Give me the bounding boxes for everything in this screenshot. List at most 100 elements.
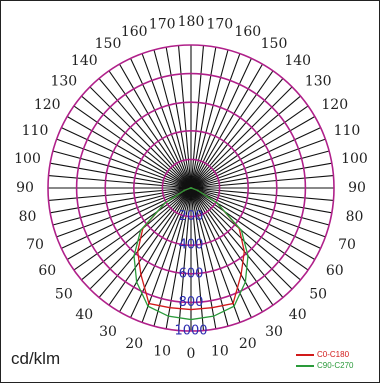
series-point-c90-c270: [190, 318, 192, 321]
polar-spoke: [190, 78, 284, 189]
polar-spoke: [190, 187, 309, 271]
polar-spoke: [190, 187, 217, 329]
series-point-c90-c270: [139, 229, 142, 232]
radial-tick-label: 200: [179, 209, 204, 224]
legend-label-c90-c270: C90-C270: [317, 361, 354, 370]
series-point-c90-c270: [135, 281, 138, 284]
polar-spoke: [66, 116, 192, 189]
series-point-c0-c180: [140, 273, 142, 276]
radial-tick-label: 400: [179, 238, 204, 253]
polar-spoke: [190, 187, 332, 214]
angle-label: 130: [305, 73, 332, 89]
polar-spoke: [177, 45, 192, 189]
series-point-c90-c270: [133, 255, 135, 257]
polar-spoke: [153, 49, 192, 189]
polar-spoke: [98, 187, 192, 298]
polar-spoke: [190, 187, 241, 323]
angle-label: 20: [125, 336, 143, 352]
polar-spoke: [119, 63, 192, 189]
polar-spoke: [190, 138, 326, 189]
angle-label: 90: [348, 180, 366, 196]
grid-circle: [104, 101, 278, 275]
polar-spoke: [61, 187, 192, 249]
polar-spoke: [141, 187, 192, 323]
series-point-c90-c270: [244, 281, 247, 284]
legend: C0-C180 C90-C270: [296, 349, 376, 371]
polar-spoke: [48, 174, 192, 189]
angle-label: 170: [149, 17, 176, 33]
angle-label: 110: [334, 123, 361, 139]
polar-spoke: [190, 47, 217, 189]
polar-spoke: [190, 187, 229, 327]
angle-label: 70: [338, 237, 356, 253]
grid-circle: [47, 44, 335, 332]
angle-label: 150: [261, 36, 288, 52]
angle-label: 160: [121, 24, 148, 40]
polar-spoke: [177, 187, 192, 331]
polar-spoke: [190, 187, 284, 298]
legend-swatch-c0-c180: [296, 354, 314, 356]
series-point-c0-c180: [190, 308, 192, 311]
angle-label: 50: [309, 287, 327, 303]
angle-label: 110: [22, 123, 49, 139]
polar-spoke: [89, 86, 192, 189]
angle-label: 50: [55, 287, 73, 303]
polar-spoke: [130, 187, 192, 318]
angle-label: 40: [75, 307, 93, 323]
polar-spoke: [190, 53, 241, 189]
polar-spoke: [190, 127, 321, 189]
angle-label: 130: [50, 73, 77, 89]
series-point-c90-c270: [212, 315, 215, 318]
polar-spoke: [130, 58, 192, 189]
series-point-c90-c270: [233, 305, 235, 308]
polar-spoke: [119, 187, 192, 313]
polar-spoke: [108, 70, 192, 189]
angle-label: 70: [26, 237, 44, 253]
angle-label: 150: [95, 36, 122, 52]
legend-swatch-c90-c270: [296, 365, 314, 367]
polar-spoke: [190, 187, 263, 313]
series-point-c0-c180: [232, 302, 234, 305]
polar-spoke: [190, 187, 334, 202]
angle-label: 0: [187, 346, 196, 362]
polar-spoke: [190, 58, 252, 189]
angle-label: 40: [289, 307, 307, 323]
polar-spoke: [73, 105, 192, 189]
polar-spoke: [190, 187, 330, 226]
series-point-c90-c270: [196, 189, 199, 192]
angle-label: 30: [265, 324, 283, 340]
series-point-c90-c270: [167, 315, 170, 318]
polar-spoke: [190, 150, 330, 189]
polar-spoke: [165, 187, 192, 329]
angle-label: 140: [284, 53, 311, 69]
polar-spoke: [61, 127, 192, 189]
angle-label: 90: [16, 180, 34, 196]
series-point-c0-c180: [136, 250, 139, 253]
polar-spoke: [190, 187, 205, 331]
polar-spoke: [50, 187, 192, 214]
series-point-c0-c180: [240, 273, 242, 276]
angle-label: 140: [71, 53, 98, 69]
series-point-c90-c270: [216, 202, 218, 204]
polar-spoke: [56, 138, 192, 189]
polar-spoke: [73, 187, 192, 271]
angle-label: 10: [211, 343, 229, 359]
polar-spoke: [190, 187, 252, 318]
polar-spoke: [190, 187, 326, 238]
series-point-c90-c270: [240, 229, 243, 232]
polar-spoke: [190, 187, 321, 249]
polar-spoke: [190, 105, 309, 189]
legend-item-c90-c270: C90-C270: [296, 360, 376, 371]
series-point-c90-c270: [164, 202, 166, 204]
polar-spoke: [190, 95, 301, 189]
angle-label: 170: [206, 17, 233, 33]
polar-spoke: [190, 162, 332, 189]
angle-label: 100: [14, 151, 41, 167]
angle-label: 180: [178, 14, 205, 30]
polar-spoke: [98, 78, 192, 189]
polar-spoke: [52, 150, 192, 189]
polar-spoke: [190, 187, 301, 281]
series-point-c0-c180: [243, 250, 246, 253]
